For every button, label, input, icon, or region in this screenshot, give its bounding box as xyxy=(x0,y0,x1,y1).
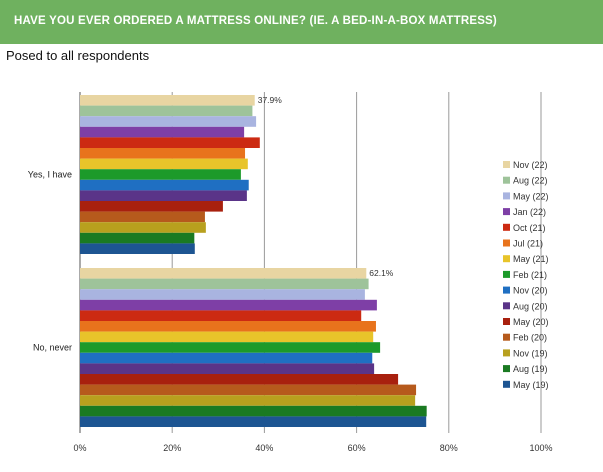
chart-title: HAVE YOU EVER ORDERED A MATTRESS ONLINE?… xyxy=(14,15,497,27)
bar xyxy=(80,243,195,254)
x-tick-label: 0% xyxy=(73,443,86,453)
legend-swatch xyxy=(503,270,510,278)
bar xyxy=(80,268,367,279)
legend-swatch xyxy=(503,302,510,310)
legend-swatch xyxy=(503,286,510,294)
bar xyxy=(80,232,195,244)
chart-title-banner: HAVE YOU EVER ORDERED A MATTRESS ONLINE?… xyxy=(0,0,603,44)
legend-swatch xyxy=(503,349,510,357)
legend-label: Aug (19) xyxy=(513,364,548,374)
bar xyxy=(80,352,373,364)
x-tick-label: 100% xyxy=(529,443,552,453)
data-label: 37.9% xyxy=(258,95,283,105)
bar xyxy=(80,201,223,212)
bar xyxy=(80,169,241,180)
bar xyxy=(80,211,205,223)
legend-label: May (19) xyxy=(513,380,549,390)
bar xyxy=(80,116,257,127)
legend-swatch xyxy=(503,333,510,341)
legend-label: Oct (21) xyxy=(513,223,546,233)
x-tick-label: 40% xyxy=(255,443,273,453)
bar xyxy=(80,299,377,311)
legend-label: Feb (20) xyxy=(513,333,547,343)
category-label: No, never xyxy=(33,343,72,353)
legend-label: Jan (22) xyxy=(513,207,546,217)
bar xyxy=(80,416,427,427)
bar xyxy=(80,342,381,353)
legend-swatch xyxy=(503,239,510,247)
legend-label: Jul (21) xyxy=(513,239,543,249)
legend-label: Feb (21) xyxy=(513,270,547,280)
legend-swatch xyxy=(503,176,510,184)
legend-label: Nov (22) xyxy=(513,160,548,170)
legend-swatch xyxy=(503,318,510,325)
category-label: Yes, I have xyxy=(28,170,72,180)
legend-swatch xyxy=(503,161,510,168)
bar xyxy=(80,363,375,374)
legend-label: May (20) xyxy=(513,317,549,327)
bar xyxy=(80,395,416,406)
legend-swatch xyxy=(503,380,510,388)
bar xyxy=(80,95,255,106)
bar xyxy=(80,179,249,191)
bar xyxy=(80,374,399,385)
legend-swatch xyxy=(503,255,510,263)
x-tick-label: 60% xyxy=(348,443,366,453)
legend-label: Nov (20) xyxy=(513,286,548,296)
legend-swatch xyxy=(503,192,510,200)
legend-swatch xyxy=(503,223,510,231)
bar xyxy=(80,321,376,332)
bar xyxy=(80,105,253,117)
legend-label: Nov (19) xyxy=(513,348,548,358)
bar xyxy=(80,126,245,138)
legend-label: Aug (20) xyxy=(513,301,548,311)
chart-subtitle: Posed to all respondents xyxy=(6,48,150,63)
x-tick-label: 80% xyxy=(440,443,458,453)
bar xyxy=(80,310,362,321)
legend-label: May (22) xyxy=(513,191,549,201)
legend-label: Aug (22) xyxy=(513,176,548,186)
bar xyxy=(80,222,206,233)
legend-label: May (21) xyxy=(513,254,549,264)
legend-swatch xyxy=(503,365,510,373)
bar xyxy=(80,384,417,396)
legend-swatch xyxy=(503,208,510,216)
bar xyxy=(80,331,374,343)
bar xyxy=(80,148,246,159)
bar xyxy=(80,405,427,417)
x-tick-label: 20% xyxy=(163,443,181,453)
bar xyxy=(80,190,247,201)
bar xyxy=(80,137,260,148)
bar xyxy=(80,158,248,170)
bar xyxy=(80,289,365,300)
bar xyxy=(80,278,369,290)
data-label: 62.1% xyxy=(369,268,394,278)
